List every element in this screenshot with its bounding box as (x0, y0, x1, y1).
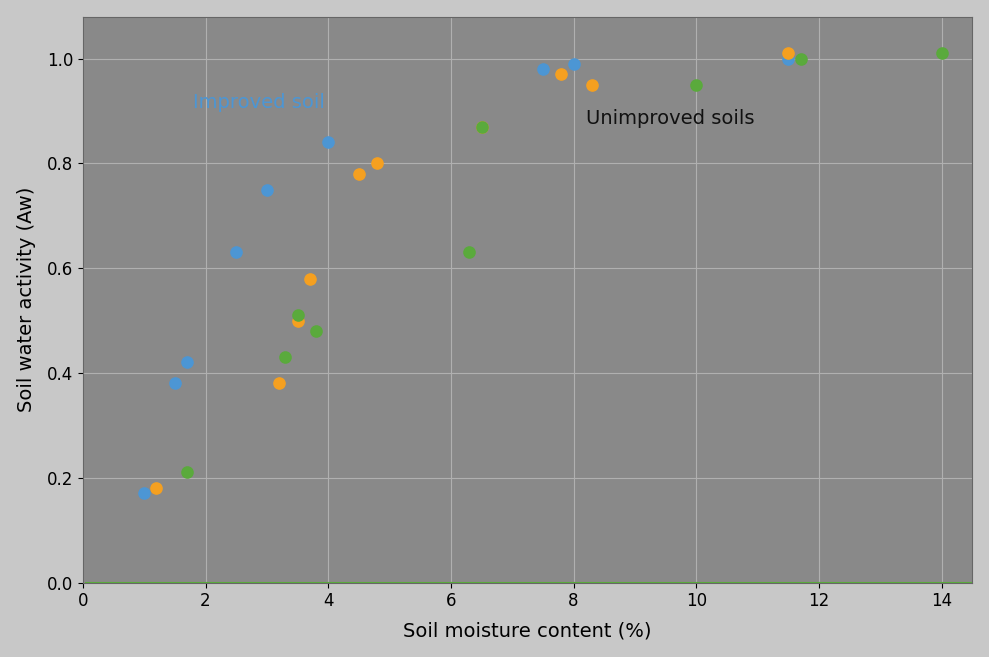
Point (554, 69, 570, 79)
Text: Unimproved soils: Unimproved soils (585, 109, 755, 128)
Point (584, 79, 600, 90)
Point (290, 315, 306, 326)
Point (259, 185, 275, 195)
Point (934, 48, 949, 58)
Point (167, 378, 183, 389)
Point (136, 488, 152, 499)
Text: Improved soil: Improved soil (193, 93, 325, 112)
Point (308, 326, 323, 336)
Point (320, 137, 336, 148)
Point (780, 48, 796, 58)
Point (792, 53, 808, 64)
Point (277, 352, 293, 363)
Point (474, 122, 490, 132)
Point (780, 53, 796, 64)
Y-axis label: Soil water activity (Aw): Soil water activity (Aw) (17, 187, 36, 413)
Point (228, 247, 244, 258)
Point (462, 247, 478, 258)
Point (688, 79, 704, 90)
Point (179, 467, 195, 478)
Point (566, 58, 582, 69)
Point (179, 357, 195, 368)
Point (474, 122, 490, 132)
Point (370, 158, 386, 169)
X-axis label: Soil moisture content (%): Soil moisture content (%) (404, 622, 652, 641)
Point (148, 483, 164, 493)
Point (351, 169, 367, 179)
Point (302, 273, 317, 284)
Point (290, 310, 306, 321)
Point (535, 64, 551, 74)
Point (271, 378, 287, 389)
